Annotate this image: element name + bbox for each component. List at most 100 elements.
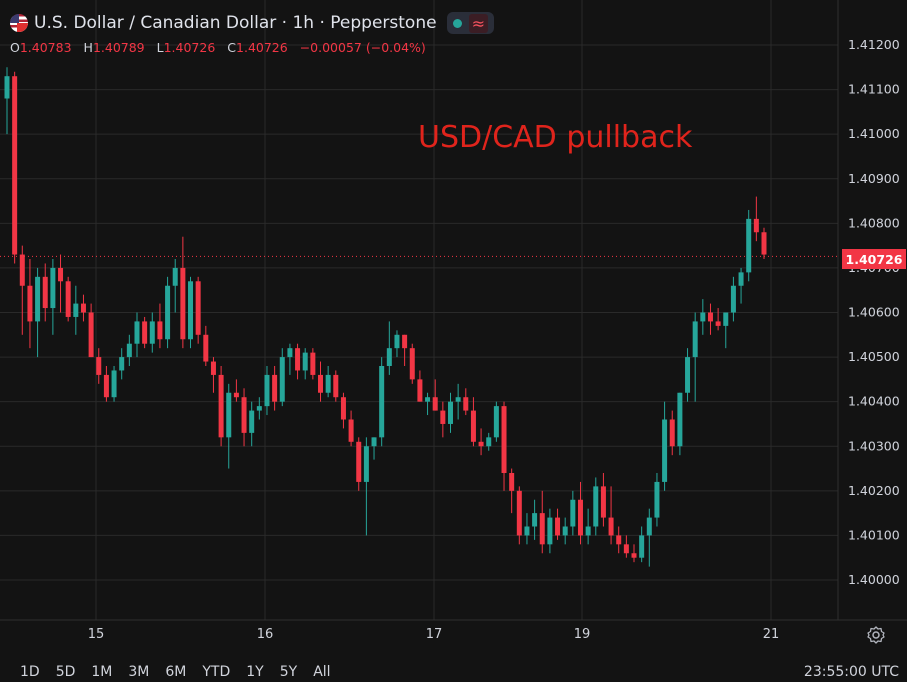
candle-body (65, 281, 71, 317)
candle-body (134, 321, 140, 344)
candle-body (302, 352, 308, 371)
candle-body (570, 499, 576, 527)
range-button-1y[interactable]: 1Y (246, 664, 264, 680)
candle-body (142, 321, 148, 344)
range-button-1m[interactable]: 1M (91, 664, 113, 680)
candle-body (88, 312, 94, 358)
candle-body (493, 406, 499, 438)
y-tick-label: 1.40900 (848, 171, 900, 186)
candle-body (233, 392, 239, 398)
change-value: −0.00057 (−0.04%) (299, 40, 426, 55)
candle-body (486, 437, 492, 447)
candle-body (272, 374, 278, 402)
candle-body (241, 397, 247, 433)
range-button-ytd[interactable]: YTD (202, 664, 231, 680)
candle-body (623, 544, 629, 554)
candle-body (264, 374, 270, 407)
x-tick-label: 17 (426, 627, 443, 642)
range-button-6m[interactable]: 6M (165, 664, 187, 680)
candle-body (700, 312, 706, 322)
candle-body (42, 276, 48, 309)
candle-body (715, 321, 721, 326)
candle-body (646, 517, 652, 536)
wave-icon[interactable]: ≈ (468, 13, 488, 33)
candle-body (654, 481, 660, 518)
candle-body (455, 397, 461, 402)
candle-body (340, 397, 346, 420)
candle-body (608, 517, 614, 536)
y-tick-label: 1.40500 (848, 349, 900, 364)
candle-body (295, 348, 301, 371)
last-price-label: 1.40726 (842, 249, 906, 269)
utc-clock[interactable]: 23:55:00 UTC (803, 664, 899, 680)
candle-body (600, 486, 606, 518)
y-tick-label: 1.40100 (848, 527, 900, 542)
candle-body (417, 379, 423, 402)
y-tick-label: 1.40600 (848, 305, 900, 320)
chart-annotation[interactable]: USD/CAD pullback (418, 120, 693, 155)
candle-body (639, 535, 645, 558)
range-button-5y[interactable]: 5Y (279, 664, 298, 680)
candle-body (669, 419, 675, 447)
candle-body (149, 321, 155, 344)
candle-body (478, 441, 484, 447)
candle-body (249, 410, 255, 433)
candle-body (325, 374, 331, 393)
candle-body (27, 285, 33, 322)
open-value: 1.40783 (19, 40, 72, 55)
candle-body (509, 473, 515, 491)
status-pill[interactable]: ≈ (446, 12, 494, 34)
settings-gear-icon[interactable] (866, 625, 886, 645)
low-value: 1.40726 (163, 40, 216, 55)
candle-body (631, 553, 637, 558)
candle-body (256, 406, 262, 411)
candle-body (210, 361, 216, 375)
candle-body (447, 401, 453, 424)
candle-body (738, 272, 744, 286)
candle-body (172, 267, 178, 286)
candle-body (577, 499, 583, 536)
candle-body (96, 357, 102, 375)
candle-body (707, 312, 713, 322)
candle-body (195, 281, 201, 335)
candle-body (685, 357, 691, 393)
candle-body (111, 370, 117, 398)
candle-body (12, 76, 18, 255)
range-button-all[interactable]: All (313, 664, 331, 680)
candle-body (119, 357, 125, 371)
y-tick-label: 1.41100 (848, 82, 900, 97)
candle-body (402, 334, 408, 349)
candle-body (73, 303, 79, 317)
candle-body (348, 419, 354, 442)
candle-body (432, 397, 438, 411)
candle-body (440, 410, 446, 424)
candle-body (203, 334, 209, 362)
candle-body (50, 267, 56, 309)
high-label: H (83, 40, 93, 55)
x-tick-label: 21 (763, 627, 780, 642)
green-dot-icon (452, 18, 462, 28)
candle-body (463, 397, 469, 411)
high-value: 1.40789 (92, 40, 145, 55)
candle-body (662, 419, 668, 482)
range-button-1d[interactable]: 1D (20, 664, 40, 680)
candle-body (409, 348, 415, 380)
candle-body (318, 374, 324, 393)
candle-body (585, 526, 591, 536)
candle-body (746, 218, 752, 273)
candle-body (80, 303, 86, 313)
close-label: C (227, 40, 237, 55)
candle-body (532, 513, 538, 527)
candle-body (356, 441, 362, 482)
candle-body (501, 406, 507, 473)
candle-body (753, 218, 759, 233)
candle-body (165, 285, 171, 340)
candle-body (425, 397, 431, 402)
range-button-5d[interactable]: 5D (55, 664, 76, 680)
symbol-title[interactable]: U.S. Dollar / Canadian Dollar · 1h · Pep… (34, 13, 437, 33)
us-canada-flag-icon (10, 14, 28, 32)
range-button-3m[interactable]: 3M (128, 664, 150, 680)
candle-body (677, 392, 683, 447)
candle-body (761, 232, 767, 255)
